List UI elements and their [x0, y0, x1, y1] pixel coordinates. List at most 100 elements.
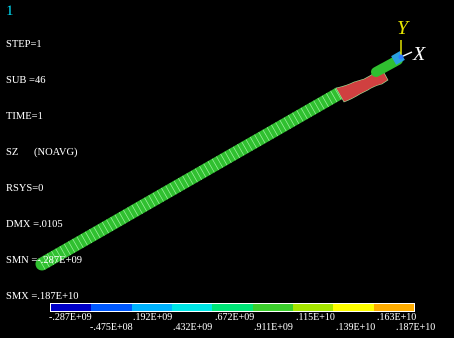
mesh-ring [283, 117, 291, 129]
mesh-ring [182, 175, 190, 188]
mesh-ring [127, 207, 135, 219]
mesh-ring [334, 88, 342, 100]
mesh-ring [287, 114, 296, 127]
legend-segment-5 [212, 304, 253, 311]
mesh-ring [55, 248, 63, 261]
mesh-ring [165, 185, 173, 197]
mesh-ring [106, 219, 114, 231]
legend-value-7: .115E+10 [296, 312, 335, 323]
legend-value-3: .192E+09 [133, 312, 173, 323]
legend-value-4: .432E+09 [173, 322, 213, 333]
mesh-ring [190, 170, 198, 183]
mesh-ring [38, 258, 46, 270]
legend-value-10: .187E+10 [396, 322, 436, 333]
mesh-ring [199, 165, 207, 178]
legend-segment-3 [131, 304, 172, 311]
legend-segment-4 [171, 304, 213, 311]
legend-segment-6 [252, 304, 293, 311]
mesh-ring [156, 190, 164, 202]
info-rsys: RSYS=0 [6, 183, 44, 194]
legend-segment-1 [51, 304, 92, 311]
mesh-ring [178, 178, 186, 190]
mesh-ring [169, 182, 177, 195]
mesh-ring [326, 93, 334, 105]
mesh-ring [228, 148, 236, 161]
mesh-ring [330, 90, 338, 103]
info-substep: SUB =46 [6, 75, 46, 86]
triad-origin [398, 54, 404, 60]
mesh-ring [118, 212, 126, 224]
mesh-ring [173, 180, 181, 193]
contour-legend-labels: -.287E+09 -.475E+08 .192E+09 .432E+09 .6… [0, 311, 454, 338]
mesh-ring [304, 105, 312, 117]
legend-value-9: .163E+10 [377, 312, 417, 323]
mesh-ring [89, 229, 97, 241]
mesh-ring [237, 144, 245, 156]
info-dmx: DMX =.0105 [6, 219, 63, 230]
result-info: STEP=1 SUB =46 TIME=1 SZ (NOAVG) RSYS=0 … [6, 15, 82, 327]
mesh-ring [262, 129, 270, 142]
legend-value-2: -.475E+08 [90, 322, 133, 333]
legend-segment-8 [333, 304, 374, 311]
mesh-ring [224, 151, 232, 163]
mesh-ring [59, 246, 67, 258]
axis-label-x: X [413, 43, 426, 65]
mesh-ring [186, 173, 194, 185]
mesh-ring [203, 163, 211, 176]
mesh-ring [51, 250, 59, 263]
mesh-ring [46, 253, 54, 265]
contour-legend-bar [50, 303, 415, 312]
mesh-ring [139, 199, 148, 212]
mesh-ring [296, 110, 304, 122]
legend-value-6: .911E+09 [254, 322, 293, 333]
mesh-ring [271, 124, 279, 137]
mesh-ring [131, 204, 139, 217]
mesh-ring [317, 97, 325, 110]
legend-segment-2 [91, 304, 132, 311]
mesh-ring [313, 100, 321, 112]
mesh-ring [144, 197, 152, 210]
specimen-upper-shaft [371, 55, 403, 77]
legend-value-5: .672E+09 [215, 312, 255, 323]
mesh-ring [275, 122, 283, 134]
window-number: 1 [6, 3, 14, 19]
mesh-ring [207, 161, 215, 173]
mesh-ring [72, 238, 80, 251]
mesh-ring [266, 127, 274, 139]
mesh-ring [135, 202, 143, 214]
mesh-ring [211, 158, 219, 171]
mesh-ring [101, 221, 109, 234]
mesh-ring [254, 134, 262, 146]
mesh-ring [152, 192, 160, 205]
mesh-ring [63, 243, 71, 256]
mesh-ring [292, 112, 300, 125]
mesh-ring [76, 236, 84, 248]
mesh-ring [84, 231, 93, 244]
mesh-ring [220, 153, 228, 166]
legend-segment-7 [292, 304, 334, 311]
legend-value-8: .139E+10 [336, 322, 376, 333]
mesh-ring [216, 156, 224, 168]
mesh-ring [321, 95, 329, 108]
mesh-ring [123, 209, 131, 222]
mesh-ring [249, 136, 257, 149]
necking-zone [335, 68, 389, 103]
mesh-ring [241, 141, 249, 154]
info-time: TIME=1 [6, 111, 43, 122]
mesh-ring [148, 195, 156, 207]
info-step: STEP=1 [6, 39, 42, 50]
mesh-ring [110, 216, 118, 229]
info-smn: SMN =-.287E+09 [6, 255, 83, 266]
legend-segment-9 [373, 304, 414, 311]
mesh-ring [161, 187, 169, 200]
mesh-ring [93, 226, 101, 239]
mesh-ring [114, 214, 122, 227]
mesh-ring [194, 168, 202, 180]
coordinate-triad [398, 40, 413, 60]
mesh-ring [258, 131, 266, 144]
mesh-ring [80, 233, 88, 246]
axis-label-y: Y [397, 17, 409, 39]
mesh-ring [97, 224, 105, 236]
